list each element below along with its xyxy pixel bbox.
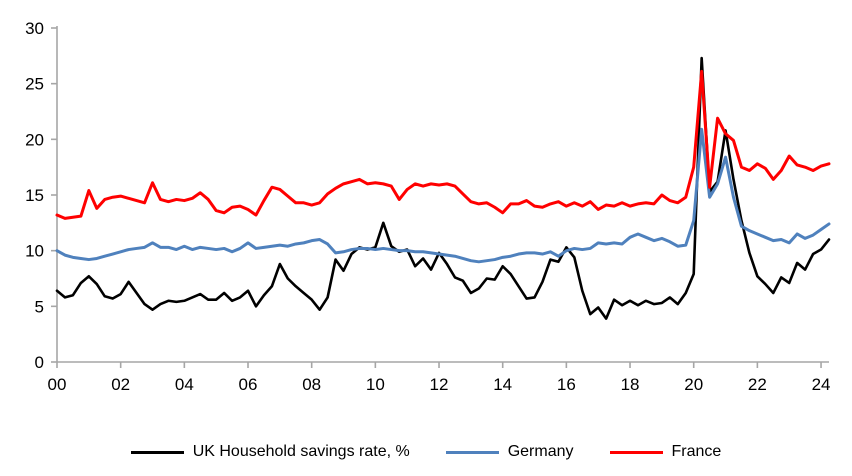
y-axis-tick-label: 20 xyxy=(25,130,44,149)
plot-area: 0 5 10 15 20 25 30 00 02 04 06 08 10 12 14 16 18 20 22 24 xyxy=(25,19,831,394)
x-axis-tick-label: 24 xyxy=(812,375,831,394)
legend-label-france: France xyxy=(671,443,722,460)
y-axis-tick-label: 15 xyxy=(25,186,44,205)
y-axis-tick-label: 25 xyxy=(25,75,44,94)
legend-label-uk: UK Household savings rate, % xyxy=(192,443,410,460)
y-axis-tick-label: 0 xyxy=(35,353,44,372)
y-axis-tick-label: 30 xyxy=(25,19,44,38)
x-axis-tick-label: 04 xyxy=(175,375,194,394)
legend-item-france: France xyxy=(609,443,722,461)
legend-item-uk: UK Household savings rate, % xyxy=(130,443,410,461)
x-axis-tick-label: 02 xyxy=(111,375,130,394)
legend-swatch-germany-icon xyxy=(445,450,499,454)
legend: UK Household savings rate, % Germany Fra… xyxy=(0,432,852,472)
x-axis-tick-label: 00 xyxy=(48,375,67,394)
x-axis-tick-label: 16 xyxy=(557,375,576,394)
x-axis-tick-label: 12 xyxy=(430,375,449,394)
legend-swatch-uk-icon xyxy=(130,450,184,454)
x-axis-tick-label: 14 xyxy=(493,375,512,394)
y-axis-tick-label: 5 xyxy=(35,297,44,316)
x-axis-tick-label: 10 xyxy=(366,375,385,394)
legend-swatch-france-icon xyxy=(609,450,663,454)
x-axis-tick-label: 18 xyxy=(621,375,640,394)
x-axis-tick-label: 08 xyxy=(302,375,321,394)
x-axis-tick-label: 06 xyxy=(239,375,258,394)
legend-label-germany: Germany xyxy=(507,443,574,460)
series-line-1 xyxy=(55,127,831,264)
series-line-2 xyxy=(55,69,831,220)
legend-item-germany: Germany xyxy=(445,443,574,461)
y-axis-tick-label: 10 xyxy=(25,242,44,261)
x-axis-tick-label: 22 xyxy=(748,375,767,394)
x-axis-tick-label: 20 xyxy=(684,375,703,394)
